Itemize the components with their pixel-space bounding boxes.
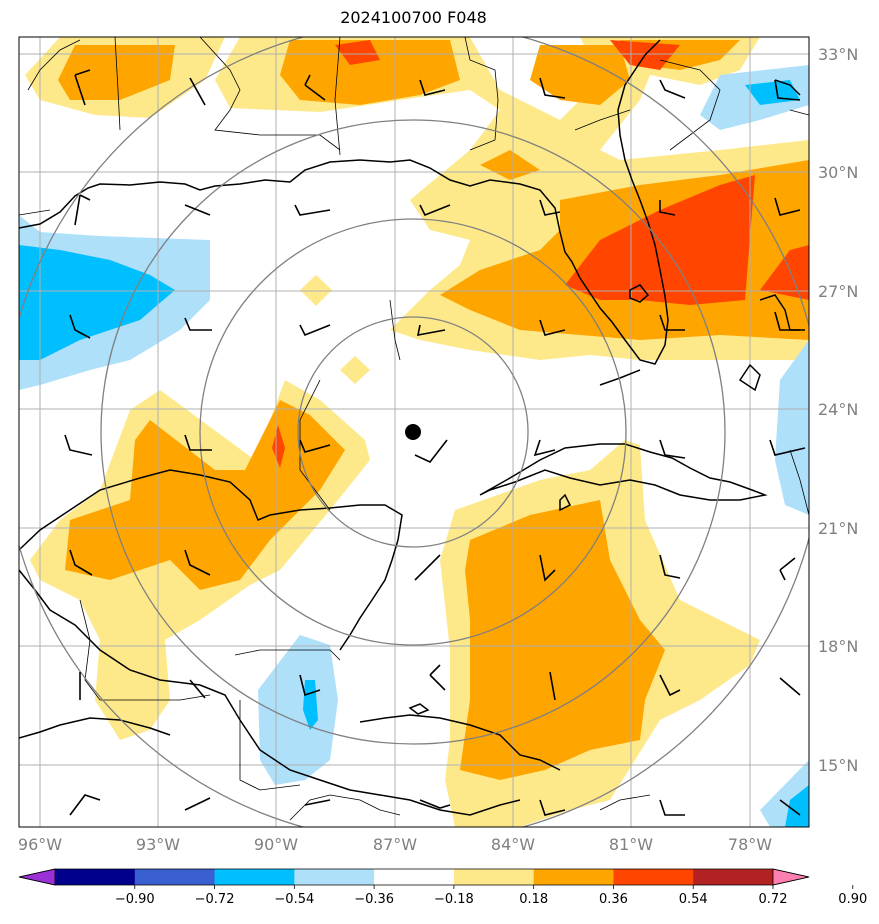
map-title: 2024100700 F048 bbox=[340, 8, 487, 27]
colorbar-extend-low bbox=[18, 868, 56, 886]
graticule bbox=[19, 37, 809, 827]
colorbar: −0.90 −0.72 −0.54 −0.36 −0.18 0.18 0.36 0.54 0.7… bbox=[18, 868, 867, 907]
colorbar-swatch bbox=[693, 869, 774, 885]
colorbar-swatch bbox=[294, 869, 375, 885]
lon-label: 81°W bbox=[609, 835, 653, 854]
political-borders bbox=[19, 37, 809, 821]
lon-label: 90°W bbox=[254, 835, 298, 854]
colorbar-extend-high bbox=[772, 868, 810, 886]
lon-label: 93°W bbox=[136, 835, 180, 854]
wind-barbs bbox=[64, 69, 806, 816]
latitude-labels: 33°N 30°N 27°N 24°N 21°N 18°N 15°N bbox=[818, 45, 858, 775]
lon-label: 78°W bbox=[728, 835, 772, 854]
colorbar-swatch bbox=[55, 869, 136, 885]
longitude-labels: 96°W 93°W 90°W 87°W 84°W 81°W 78°W bbox=[18, 835, 772, 854]
lat-label: 30°N bbox=[818, 163, 858, 182]
lat-label: 33°N bbox=[818, 45, 858, 64]
colorbar-tick-label: 0.36 bbox=[599, 892, 628, 907]
colorbar-swatch bbox=[134, 869, 216, 885]
colorbar-swatch bbox=[453, 869, 535, 885]
colorbar-tick-label: 0.54 bbox=[679, 892, 708, 907]
map-plot-area bbox=[19, 37, 809, 827]
lat-label: 21°N bbox=[818, 519, 858, 538]
colorbar-tick-label: −0.72 bbox=[195, 892, 235, 907]
storm-center-marker bbox=[405, 424, 421, 440]
lat-label: 24°N bbox=[818, 400, 858, 419]
colorbar-swatch bbox=[374, 869, 455, 885]
colorbar-outline bbox=[18, 868, 810, 886]
colorbar-tick-label: 0.72 bbox=[759, 892, 788, 907]
lat-label: 18°N bbox=[818, 637, 858, 656]
lon-label: 87°W bbox=[373, 835, 417, 854]
colorbar-swatch bbox=[533, 869, 614, 885]
colorbar-tick-label: −0.18 bbox=[434, 892, 474, 907]
colorbar-tick-label: 0.18 bbox=[519, 892, 548, 907]
plot-frame bbox=[18, 36, 810, 828]
lon-label: 96°W bbox=[18, 835, 62, 854]
lat-label: 27°N bbox=[818, 282, 858, 301]
lon-label: 84°W bbox=[491, 835, 535, 854]
colorbar-swatch bbox=[613, 869, 694, 885]
colorbar-tick-label: −0.36 bbox=[354, 892, 394, 907]
coastlines bbox=[19, 39, 805, 816]
colorbar-swatch bbox=[214, 869, 295, 885]
range-rings bbox=[19, 37, 809, 827]
lat-label: 15°N bbox=[818, 756, 858, 775]
colorbar-tick-label: −0.54 bbox=[274, 892, 314, 907]
colorbar-tick-label: −0.90 bbox=[115, 892, 155, 907]
colorbar-tick-label: 0.90 bbox=[838, 892, 867, 907]
